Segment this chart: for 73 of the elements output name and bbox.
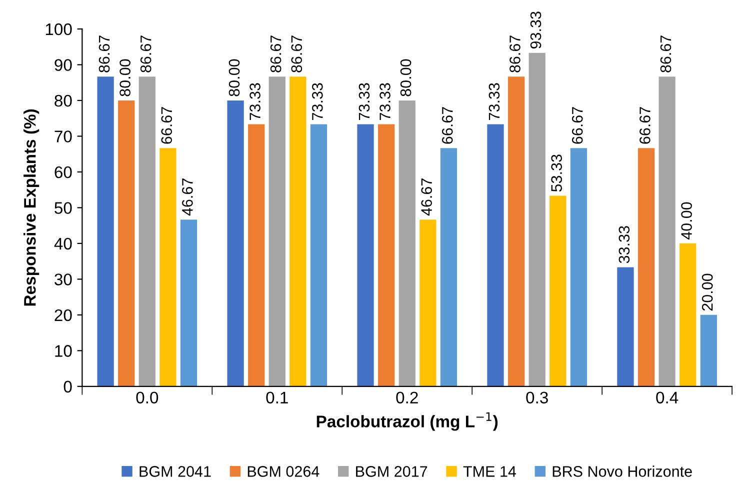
y-tick-label: 50 (54, 202, 72, 214)
legend-label: BGM 0264 (248, 466, 320, 477)
y-tick-label: 80 (54, 94, 72, 107)
y-tick-label: 40 (54, 238, 72, 250)
data-label: 53.33 (551, 154, 562, 192)
x-tick-label: 0.4 (656, 392, 678, 404)
data-label: 80.00 (228, 59, 240, 96)
bar (398, 100, 416, 386)
bar (97, 76, 114, 386)
legend-label: BRS Novo Horizonte (552, 466, 692, 477)
x-axis-title: Paclobutrazol (mg L$^{−1}$) (316, 412, 498, 431)
data-label: 86.67 (660, 36, 672, 72)
y-tick-label: 30 (54, 274, 72, 286)
bar (638, 148, 655, 386)
bar (268, 76, 286, 386)
data-label: 46.67 (182, 178, 193, 216)
bar (290, 76, 306, 386)
data-label: 66.67 (442, 107, 453, 144)
bar (378, 124, 395, 386)
data-label: 73.33 (380, 83, 390, 120)
data-label: 20.00 (702, 274, 713, 311)
bar (227, 100, 244, 386)
data-label: 66.67 (572, 107, 583, 144)
data-label: 33.33 (618, 226, 630, 264)
y-axis-title: Responsive Explants (%) (24, 109, 40, 306)
data-label: 86.67 (291, 36, 302, 72)
x-tick-label: 0.3 (526, 392, 548, 404)
data-label: 86.67 (140, 36, 152, 72)
bar (658, 76, 676, 386)
y-tick-label: 0 (64, 380, 72, 393)
bar (570, 148, 588, 386)
legend-label: BGM 2017 (356, 466, 428, 477)
data-label: 66.67 (161, 107, 172, 144)
bar (700, 314, 717, 386)
data-label: 80.00 (120, 59, 130, 96)
y-tick-label: 90 (54, 59, 72, 71)
data-label: 93.33 (530, 12, 542, 49)
bar (528, 52, 546, 386)
bar (617, 267, 634, 386)
data-label: 80.00 (400, 59, 412, 96)
x-tick-label: 0.1 (266, 392, 288, 404)
data-label: 86.67 (98, 36, 110, 72)
bar (310, 124, 328, 386)
bar (680, 243, 696, 386)
bar (487, 124, 504, 386)
data-label: 86.67 (270, 36, 282, 72)
data-label: 40.00 (681, 202, 692, 240)
y-tick-label: 20 (54, 309, 72, 322)
y-tick-label: 10 (55, 345, 72, 357)
data-label: 73.33 (250, 83, 260, 120)
data-label: 73.33 (358, 83, 370, 120)
y-tick-label: 60 (54, 166, 72, 178)
y-tick-label: 70 (54, 130, 72, 142)
bar (550, 196, 566, 386)
legend-label: BGM 2041 (140, 466, 211, 477)
data-label: 66.67 (640, 107, 650, 144)
bar (180, 220, 198, 386)
y-tick-label: 100 (46, 23, 72, 36)
bar (248, 124, 265, 386)
bar (508, 76, 525, 386)
bar (357, 124, 374, 386)
bar (420, 220, 436, 386)
x-tick-label: 0.2 (396, 392, 418, 404)
bar (138, 76, 156, 386)
data-label: 86.67 (510, 36, 520, 72)
bar (160, 148, 176, 386)
x-tick-label: 0.0 (136, 392, 158, 404)
legend-label: TME 14 (463, 466, 516, 477)
data-label: 73.33 (488, 83, 500, 120)
data-label: 73.33 (312, 83, 323, 120)
bar (118, 100, 135, 386)
data-label: 46.67 (421, 178, 432, 216)
bar (440, 148, 458, 386)
